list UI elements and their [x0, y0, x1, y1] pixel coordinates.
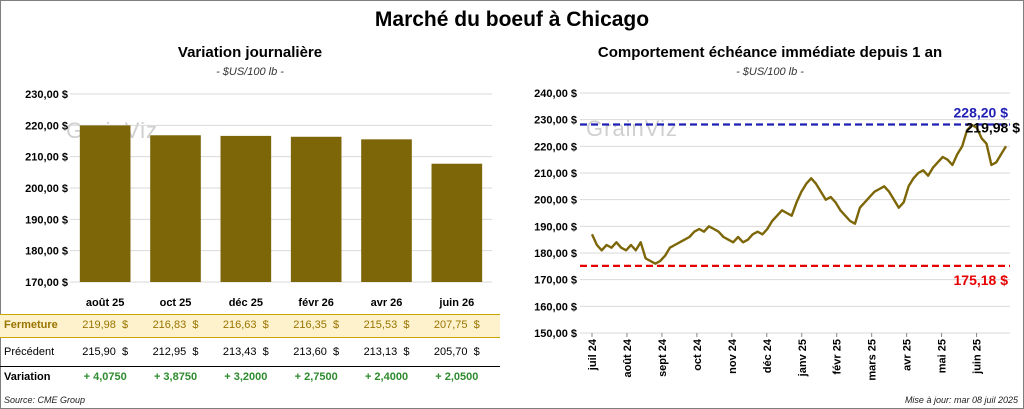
y-tick-label: 210,00 $ — [25, 152, 68, 164]
y-tick-label: 200,00 $ — [25, 183, 68, 195]
x-tick-label: mai 25 — [937, 339, 949, 373]
y-tick-label: 190,00 $ — [534, 221, 577, 233]
x-tick-label: mars 25 — [867, 339, 879, 381]
y-tick-label: 150,00 $ — [534, 328, 577, 340]
y-tick-label: 160,00 $ — [534, 301, 577, 313]
y-tick-label: 240,00 $ — [534, 88, 577, 100]
table-cell: 216,83 $ — [152, 319, 199, 331]
x-tick-label: oct 25 — [160, 297, 192, 309]
min-value-label: 175,18 $ — [954, 272, 1009, 288]
x-tick-label: sept 24 — [657, 338, 669, 377]
page-title: Marché du boeuf à Chicago — [374, 8, 650, 31]
y-tick-label: 220,00 $ — [25, 120, 68, 132]
y-tick-label: 170,00 $ — [534, 275, 577, 287]
table-cell: 212,95 $ — [152, 346, 199, 358]
bar — [79, 125, 131, 283]
table-cell: + 2,0500 — [435, 371, 479, 383]
table-cell: 216,63 $ — [222, 319, 269, 331]
x-tick-label: août 24 — [622, 338, 634, 377]
y-tick-label: 210,00 $ — [534, 168, 577, 180]
x-tick-label: avr 26 — [371, 297, 403, 309]
variation-row: Variation + 4,0750 + 3,8750 + 3,2000 + 2,75… — [0, 366, 500, 389]
left-chart-title: Variation journalière — [177, 44, 323, 61]
y-tick-label: 230,00 $ — [25, 89, 68, 101]
x-tick-label: janv 25 — [797, 339, 809, 377]
previous-row-label: Précédent — [4, 346, 55, 358]
table-cell: 205,70 $ — [433, 346, 480, 358]
y-tick-label: 180,00 $ — [25, 246, 68, 258]
x-tick-label: déc 24 — [762, 338, 774, 373]
price-series-line — [590, 123, 1008, 265]
table-cell: + 4,0750 — [83, 371, 127, 383]
update-note: Mise à jour: mar 08 juil 2025 — [904, 395, 1018, 405]
table-cell: 213,60 $ — [293, 346, 340, 358]
y-tick-label: 230,00 $ — [534, 115, 577, 127]
x-tick-label: avr 25 — [902, 339, 914, 371]
max-value-label: 228,20 $ — [954, 104, 1009, 120]
x-tick-label: août 25 — [86, 297, 125, 309]
previous-row: Précédent 215,90 $ 212,95 $ 213,43 $ 213,60… — [0, 342, 500, 364]
close-row: Fermeture 219,98 $ 216,83 $ 216,63 $ 216,35… — [0, 314, 500, 338]
x-tick-label: févr 25 — [832, 339, 844, 374]
x-tick-label: déc 25 — [229, 297, 263, 309]
variation-row-label: Variation — [4, 371, 51, 383]
table-cell: 213,13 $ — [363, 346, 410, 358]
table-cell: 207,75 $ — [433, 319, 480, 331]
y-tick-label: 170,00 $ — [25, 277, 68, 289]
table-cell: + 3,2000 — [224, 371, 268, 383]
bar — [431, 163, 483, 282]
table-cell: 219,98 $ — [82, 319, 129, 331]
futures-table: Fermeture 219,98 $ 216,83 $ 216,63 $ 216,35… — [0, 314, 500, 394]
y-tick-label: 220,00 $ — [534, 141, 577, 153]
table-cell: 215,90 $ — [82, 346, 129, 358]
x-tick-label: juil 24 — [587, 338, 599, 371]
x-tick-label: oct 24 — [692, 338, 704, 371]
bar — [361, 139, 412, 282]
y-tick-label: 180,00 $ — [534, 248, 577, 260]
table-cell: 213,43 $ — [222, 346, 269, 358]
last-value-label: 219,98 $ — [966, 119, 1021, 135]
close-row-label: Fermeture — [4, 319, 58, 331]
x-tick-label: juin 25 — [972, 339, 984, 375]
bar — [220, 135, 272, 282]
left-chart-unit: - $US/100 lb - — [216, 66, 284, 78]
table-cell: + 3,8750 — [153, 371, 198, 383]
bar — [290, 136, 342, 282]
y-tick-label: 190,00 $ — [25, 214, 68, 226]
y-tick-label: 200,00 $ — [534, 195, 577, 207]
right-chart-title: Comportement échéance immédiate depuis 1… — [597, 44, 943, 61]
table-cell: 216,35 $ — [293, 319, 340, 331]
right-chart-unit: - $US/100 lb - — [736, 66, 804, 78]
table-cell: + 2,4000 — [364, 371, 409, 383]
x-tick-label: févr 26 — [298, 297, 333, 309]
table-cell: + 2,7500 — [294, 371, 338, 383]
source-note: Source: CME Group — [4, 395, 86, 405]
x-tick-label: juin 26 — [438, 297, 474, 309]
x-tick-label: nov 24 — [727, 338, 739, 374]
bar — [150, 135, 201, 282]
table-cell: 215,53 $ — [363, 319, 410, 331]
